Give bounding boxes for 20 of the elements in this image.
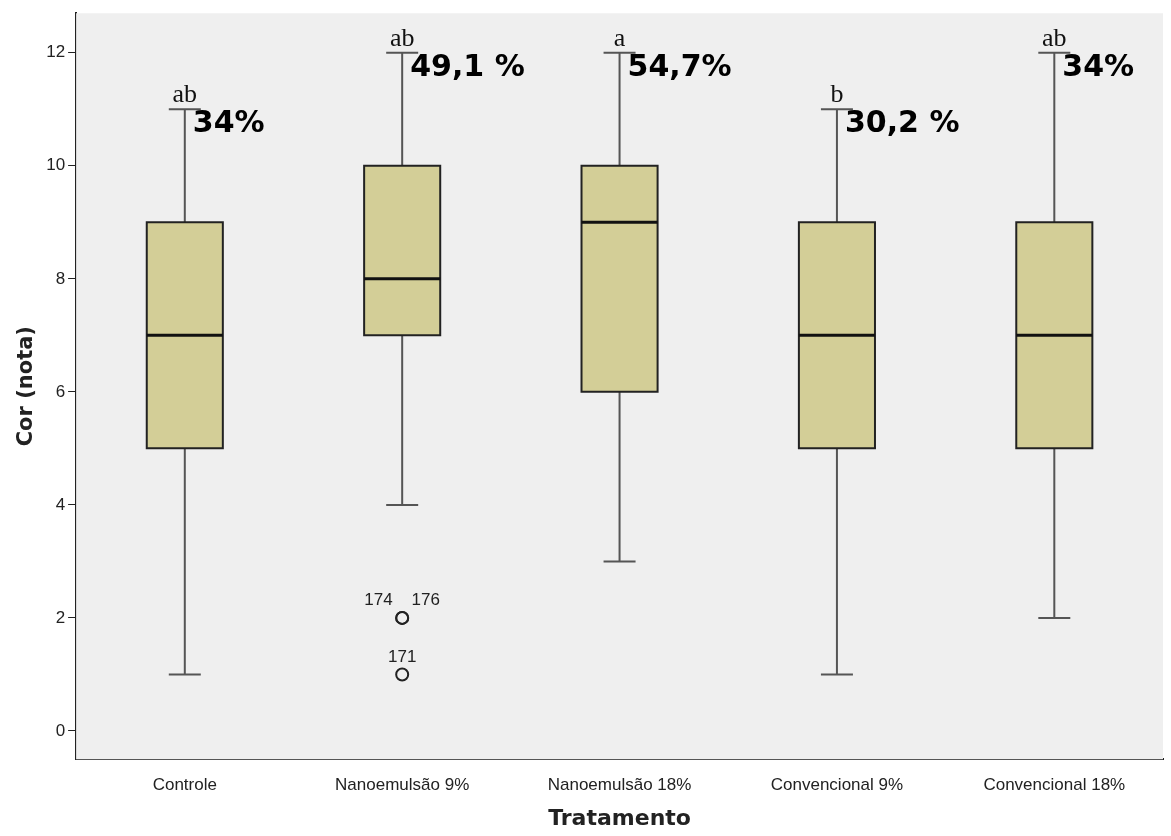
x-tick-label: Convencional 9% (770, 775, 904, 795)
annotation: 30,2 % (844, 104, 960, 140)
annotation: a (613, 22, 626, 52)
y-tick-label: 8 (55, 268, 66, 288)
annotation: b (830, 79, 844, 109)
y-tick-label: 2 (55, 607, 66, 627)
annotation: 174 176 (364, 590, 440, 610)
x-tick-label: Nanoemulsão 18% (547, 775, 692, 795)
y-tick-label: 6 (55, 381, 66, 401)
y-tick-label: 12 (46, 42, 66, 62)
y-tick-label: 0 (55, 720, 66, 740)
y-tick-label: 10 (46, 155, 66, 175)
x-tick-label: Controle (152, 775, 217, 795)
x-tick-label: Convencional 18% (983, 775, 1126, 795)
x-tick-label: Nanoemulsão 9% (335, 775, 470, 795)
x-axis-title: Tratamento (548, 804, 691, 830)
annotation: 171 (387, 646, 417, 666)
y-tick-label: 4 (55, 494, 66, 514)
y-axis-title: Cor (nota) (13, 326, 38, 447)
annotation: 54,7% (627, 47, 732, 83)
